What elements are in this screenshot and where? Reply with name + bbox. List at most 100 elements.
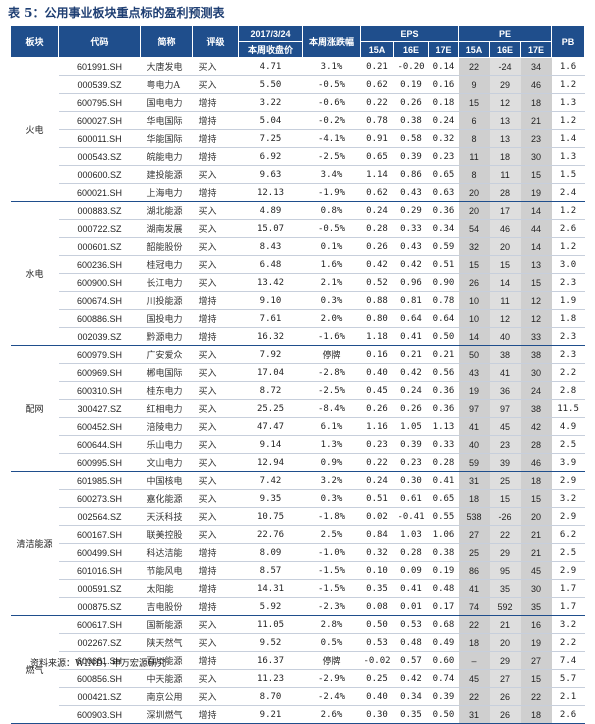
pe-16e: 46	[489, 219, 521, 238]
eps-16e: 0.43	[393, 183, 429, 202]
header-price: 本周收盘价	[238, 41, 303, 58]
table-row: 300427.SZ 红相电力 买入 25.25 -8.4% 0.26 0.26 0.36 97 9…	[11, 399, 585, 418]
stock-name: 建投能源	[140, 165, 193, 184]
pb-value: 2.9	[551, 561, 585, 580]
pe-16e: -26	[489, 507, 521, 526]
eps-17e: 0.50	[428, 705, 459, 724]
close-price: 5.50	[238, 75, 303, 94]
eps-17e: 0.64	[428, 309, 459, 328]
stock-name: 川投能源	[140, 291, 193, 310]
pe-15a: 14	[458, 327, 490, 346]
pe-16e: 12	[489, 309, 521, 328]
eps-16e: 0.30	[393, 471, 429, 490]
pb-value: 7.4	[551, 651, 585, 670]
close-price: 9.14	[238, 435, 303, 454]
eps-17e: 0.49	[428, 633, 459, 652]
rating: 买入	[192, 669, 239, 688]
sector-cell: 清洁能源	[10, 471, 59, 616]
pe-15a: 538	[458, 507, 490, 526]
pe-17e: 12	[520, 291, 552, 310]
pe-16e: 95	[489, 561, 521, 580]
pe-15a: 10	[458, 309, 490, 328]
stock-code: 000722.SZ	[58, 219, 141, 238]
eps-16e: 0.26	[393, 399, 429, 418]
table-row: 配网 600979.SH 广安爱众 买入 7.92 停牌 0.16 0.21 0.21 50 38 3…	[10, 345, 585, 472]
stock-name: 涪陵电力	[140, 417, 193, 436]
pe-17e: 38	[520, 399, 552, 418]
stock-code: 600236.SH	[58, 255, 141, 274]
pb-value: 2.2	[551, 633, 585, 652]
eps-15a: 0.26	[360, 237, 394, 256]
close-price: 10.75	[238, 507, 303, 526]
close-price: 9.63	[238, 165, 303, 184]
pe-15a: 40	[458, 435, 490, 454]
stock-name: 大唐发电	[140, 57, 193, 76]
eps-17e: 0.36	[428, 381, 459, 400]
rating: 增持	[192, 705, 239, 724]
eps-17e: 0.21	[428, 345, 459, 364]
stock-code: 002564.SZ	[58, 507, 141, 526]
pe-15a: 11	[458, 147, 490, 166]
close-price: 5.04	[238, 111, 303, 130]
stock-name: 长江电力	[140, 273, 193, 292]
rating: 买入	[192, 687, 239, 706]
rating: 增持	[192, 579, 239, 598]
pe-16e: 39	[489, 453, 521, 472]
table-row: 600856.SH 中天能源 买入 11.23 -2.9% 0.25 0.42 0.74 45 2…	[11, 669, 585, 688]
stock-code: 601985.SH	[58, 471, 141, 490]
eps-15a: 0.10	[360, 561, 394, 580]
eps-16e: 0.23	[393, 453, 429, 472]
stock-code: 000421.SZ	[58, 687, 141, 706]
table-row: 600886.SH 国投电力 增持 7.61 2.0% 0.80 0.64 0.64 10 12 1…	[11, 309, 585, 328]
table-row: 600681.SH 百川能源 增持 16.37 停牌 -0.02 0.57 0.60–29 27…	[11, 651, 585, 670]
header-eps: EPS	[359, 25, 460, 42]
close-price: 4.71	[238, 57, 303, 76]
close-price: 6.92	[238, 147, 303, 166]
sector-cell: 火电	[10, 57, 59, 202]
eps-16e: 0.29	[393, 201, 429, 220]
rating: 买入	[192, 345, 239, 364]
weekly-change: -1.5%	[302, 579, 361, 598]
rating: 增持	[192, 561, 239, 580]
pe-16e: 22	[489, 525, 521, 544]
eps-15a: 0.88	[360, 291, 394, 310]
stock-code: 600886.SH	[58, 309, 141, 328]
sector-cell: 配网	[10, 345, 59, 472]
eps-15a: -0.02	[360, 651, 394, 670]
pe-16e: 29	[489, 543, 521, 562]
eps-16e: 0.86	[393, 165, 429, 184]
eps-17e: 0.56	[428, 363, 459, 382]
close-price: 11.05	[238, 615, 303, 634]
pe-15a: 26	[458, 273, 490, 292]
pe-16e: 11	[489, 291, 521, 310]
table-row: 002564.SZ 天沃科技 买入 10.75 -1.8% 0.02 -0.41 0.55 53…	[11, 507, 585, 526]
eps-15a: 0.62	[360, 75, 394, 94]
weekly-change: -2.8%	[302, 363, 361, 382]
pe-17e: 18	[520, 705, 552, 724]
eps-17e: 0.48	[428, 579, 459, 598]
pe-16e: 45	[489, 417, 521, 436]
eps-16e: 0.09	[393, 561, 429, 580]
rating: 增持	[192, 129, 239, 148]
pb-value: 2.9	[551, 507, 585, 526]
pb-value: 1.2	[551, 237, 585, 256]
pb-value: 1.3	[551, 147, 585, 166]
pe-16e: 20	[489, 237, 521, 256]
pe-15a: 41	[458, 579, 490, 598]
weekly-change: -8.4%	[302, 399, 361, 418]
eps-17e: 0.23	[428, 147, 459, 166]
eps-16e: 0.58	[393, 129, 429, 148]
table-row: 601016.SH 节能风电 增持 8.57 -1.5% 0.10 0.09 0.19 86 95…	[11, 561, 585, 580]
eps-15a: 0.08	[360, 597, 394, 616]
pb-value: 2.4	[551, 183, 585, 202]
pb-value: 1.5	[551, 165, 585, 184]
pe-15a: 50	[458, 345, 490, 364]
pe-15a: 22	[458, 615, 490, 634]
table-row: 火电 601991.SH 大唐发电 买入 4.71 3.1% 0.21 -0.20 0.14 22…	[10, 57, 585, 202]
close-price: 8.43	[238, 237, 303, 256]
rating: 买入	[192, 507, 239, 526]
weekly-change: -1.0%	[302, 543, 361, 562]
rating: 买入	[192, 381, 239, 400]
pb-value: 1.3	[551, 93, 585, 112]
eps-16e: 0.33	[393, 219, 429, 238]
